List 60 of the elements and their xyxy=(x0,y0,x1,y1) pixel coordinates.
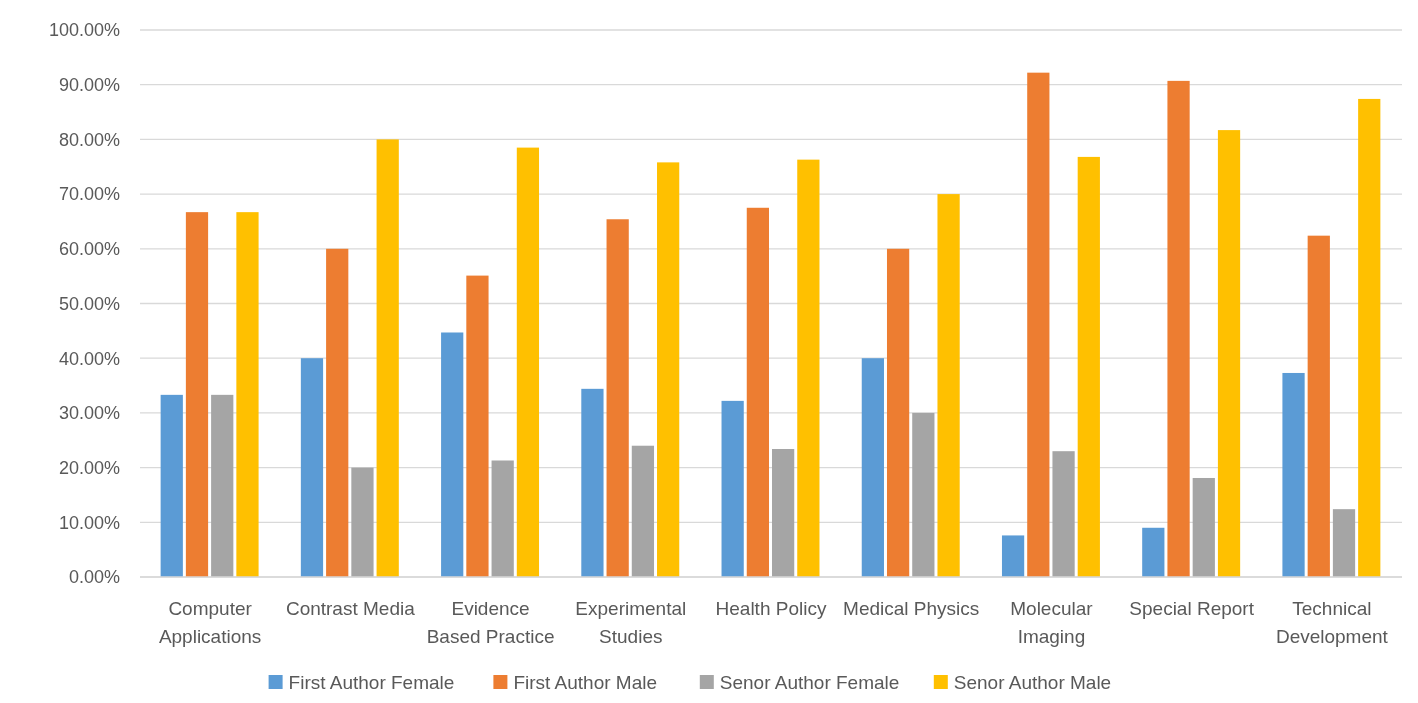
bar xyxy=(1052,451,1075,577)
bar xyxy=(185,212,209,577)
x-tick-label: Contrast Media xyxy=(285,598,416,619)
bar xyxy=(326,248,349,577)
bar xyxy=(1217,130,1241,577)
x-tick-label: Molecular Imaging xyxy=(1010,598,1094,647)
bar xyxy=(581,388,604,577)
y-tick-label: 100.00% xyxy=(48,20,120,41)
x-tick-label: Special Report xyxy=(1129,598,1255,619)
bar xyxy=(797,159,820,577)
y-tick-label: 60.00% xyxy=(58,239,120,260)
y-tick-label: 10.00% xyxy=(58,512,120,533)
bar xyxy=(211,394,234,577)
x-tick-label: Technical Development xyxy=(1275,598,1389,647)
bar xyxy=(721,400,744,577)
bar xyxy=(657,162,680,577)
bar xyxy=(1307,235,1330,577)
x-tick-label: Evidence Based Practice xyxy=(426,598,555,647)
bar xyxy=(1192,477,1215,577)
bar xyxy=(160,394,183,577)
bar xyxy=(491,460,514,577)
bar xyxy=(861,358,884,577)
legend-label: Senor Author Female xyxy=(719,672,900,693)
y-tick-label: 70.00% xyxy=(58,184,120,205)
y-tick-label: 80.00% xyxy=(58,129,120,150)
y-tick-label: 50.00% xyxy=(58,293,120,314)
bar xyxy=(912,412,935,577)
y-tick-label: 90.00% xyxy=(58,75,120,95)
y-tick-label: 30.00% xyxy=(58,403,120,424)
y-tick-label: 40.00% xyxy=(58,348,120,369)
bar xyxy=(886,248,910,577)
bar xyxy=(1282,372,1305,577)
x-tick-label: Health Policy xyxy=(715,598,827,619)
bar xyxy=(1142,527,1165,577)
bar xyxy=(746,207,769,577)
x-tick-label: Medical Physics xyxy=(843,598,980,619)
legend-label: First Author Male xyxy=(513,672,658,693)
bar xyxy=(466,275,489,577)
bar xyxy=(351,467,374,577)
bar xyxy=(1027,72,1050,577)
y-tick-label: 20.00% xyxy=(58,457,120,478)
legend-label: Senor Author Male xyxy=(953,672,1112,693)
bar xyxy=(1077,156,1100,577)
bar xyxy=(1001,535,1025,577)
x-tick-label: Computer Applications xyxy=(158,598,262,647)
bar xyxy=(376,139,399,577)
bar xyxy=(236,212,259,577)
bar xyxy=(516,147,540,577)
bar xyxy=(1167,80,1190,577)
bar xyxy=(1332,509,1356,577)
y-tick-label: 0.00% xyxy=(68,567,120,588)
bar xyxy=(300,358,324,577)
bar xyxy=(606,219,629,577)
bar xyxy=(1358,98,1381,577)
legend-label: First Author Female xyxy=(288,672,455,693)
bar xyxy=(937,194,960,577)
x-tick-label: Experimental Studies xyxy=(575,598,687,647)
bar xyxy=(772,449,795,577)
bar xyxy=(441,332,464,577)
bar xyxy=(631,445,655,577)
